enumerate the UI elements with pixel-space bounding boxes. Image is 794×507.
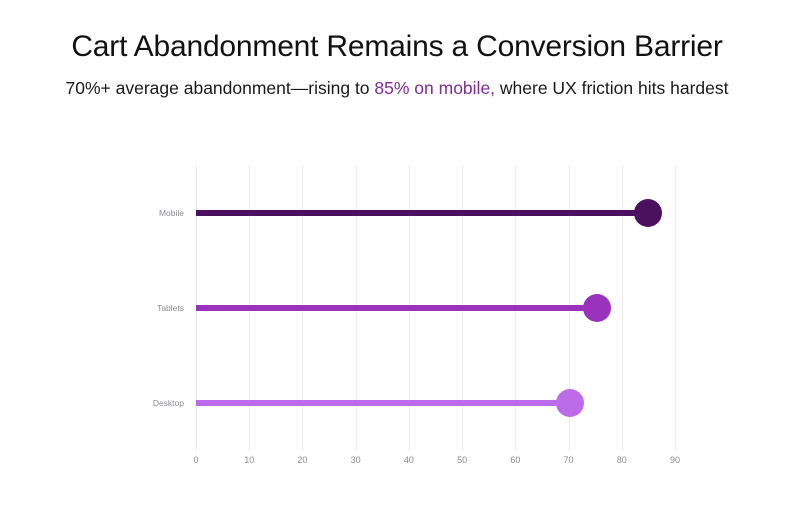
lollipop-stem — [196, 305, 598, 311]
x-axis-tick-90: 90 — [669, 455, 681, 465]
lollipop-stem — [196, 399, 571, 406]
subtitle-highlight: 85% on mobile, — [374, 78, 496, 98]
x-axis-tick-70: 70 — [563, 455, 574, 465]
gridline — [675, 166, 676, 450]
x-axis-tick-60: 60 — [510, 455, 521, 465]
lollipop-stem — [196, 210, 649, 217]
x-axis-tick-10: 10 — [244, 455, 255, 465]
lollipop-dot[interactable] — [556, 388, 585, 417]
lollipop-dot[interactable] — [634, 199, 663, 228]
chart-header: Cart Abandonment Remains a Conversion Ba… — [0, 28, 794, 101]
page-title: Cart Abandonment Remains a Conversion Ba… — [71, 30, 723, 63]
y-axis-label-mobile: Mobile — [158, 208, 184, 219]
x-axis-tick-20: 20 — [297, 455, 308, 465]
subtitle-text-after: where UX friction hits hardest — [495, 78, 729, 98]
y-axis-label-desktop: Desktop — [152, 397, 184, 408]
subtitle-text-before: 70%+ average abandonment—rising to — [65, 78, 375, 98]
x-axis-tick-40: 40 — [403, 455, 414, 465]
x-axis-tick-0: 0 — [193, 455, 199, 465]
gridline — [621, 166, 623, 450]
x-axis-ticks: 0 10 20 30 40 50 60 70 80 90 — [193, 455, 680, 473]
x-axis-tick-50: 50 — [457, 455, 468, 465]
y-axis-label-tablets: Tablets — [157, 303, 184, 313]
y-axis-labels: Mobile Tablets Desktop — [0, 166, 190, 450]
chart-subtitle: 70%+ average abandonment—rising to 85% o… — [47, 76, 747, 101]
x-axis-tick-80: 80 — [616, 455, 627, 465]
lollipop-dot[interactable] — [583, 294, 612, 322]
x-axis-tick-30: 30 — [350, 455, 361, 465]
plot-area — [196, 166, 676, 450]
